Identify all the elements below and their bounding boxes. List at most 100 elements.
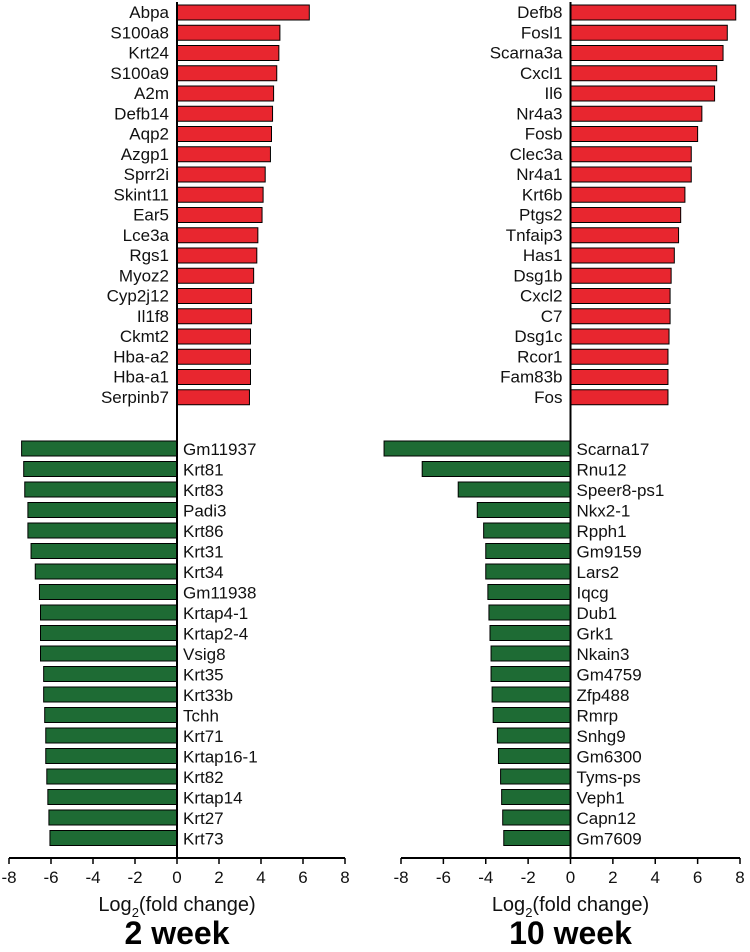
chart-panel-0: AbpaS100a8Krt24S100a9A2mDefb14Aqp2Azgp1S… xyxy=(1,2,350,951)
gene-label-down: Krt86 xyxy=(183,522,224,541)
gene-label-up: Cxcl2 xyxy=(520,287,563,306)
x-tick-label: -4 xyxy=(85,868,100,887)
gene-label-up: Serpinb7 xyxy=(101,388,169,407)
gene-label-up: Defb8 xyxy=(517,3,562,22)
bar-up xyxy=(570,247,675,264)
gene-label-down: Dub1 xyxy=(577,604,618,623)
bar-down xyxy=(45,727,178,744)
gene-label-down: Gm9159 xyxy=(577,543,642,562)
gene-label-up: Ckmt2 xyxy=(120,327,169,346)
bar-down xyxy=(21,440,178,457)
bar-down xyxy=(34,563,178,580)
gene-label-down: Krt82 xyxy=(183,768,224,787)
bar-down xyxy=(457,481,571,498)
gene-label-up: Il6 xyxy=(545,84,563,103)
bar-down xyxy=(491,686,572,703)
x-tick-label: -4 xyxy=(478,868,493,887)
x-axis-label: Log2(fold change) xyxy=(492,894,649,920)
gene-label-down: Vsig8 xyxy=(183,645,226,664)
x-tick-label: -6 xyxy=(436,868,451,887)
x-tick-label: 2 xyxy=(214,868,223,887)
gene-label-down: Lars2 xyxy=(577,563,620,582)
gene-label-up: Myoz2 xyxy=(119,266,169,285)
bar-up xyxy=(570,389,669,406)
bar-down xyxy=(476,502,571,518)
gene-label-down: Speer8-ps1 xyxy=(577,481,665,500)
bar-down xyxy=(487,584,571,600)
gene-label-up: Cxcl1 xyxy=(520,64,563,83)
panel-title: 10 week xyxy=(509,915,632,951)
x-tick-label: 8 xyxy=(340,868,349,887)
bar-down xyxy=(44,707,178,723)
bar-up xyxy=(176,369,251,385)
bar-down xyxy=(45,748,178,764)
x-tick-label: 6 xyxy=(693,868,702,887)
gene-label-up: S100a9 xyxy=(110,64,169,83)
x-tick-label: -8 xyxy=(393,868,408,887)
bar-down xyxy=(40,645,178,662)
bar-down xyxy=(497,748,571,764)
x-tick-label: 4 xyxy=(256,868,265,887)
gene-label-up: Scarna3a xyxy=(490,44,563,63)
x-axis-label-main: Log xyxy=(492,894,525,916)
bar-down xyxy=(502,809,572,826)
bar-up xyxy=(176,24,281,41)
x-tick-label: -2 xyxy=(521,868,536,887)
bar-up xyxy=(570,105,703,122)
gene-label-down: Krtap16-1 xyxy=(183,748,258,767)
gene-label-down: Nkx2-1 xyxy=(577,502,631,521)
gene-label-down: Krt83 xyxy=(183,481,224,500)
bar-up xyxy=(570,166,692,183)
gene-label-down: Rnu12 xyxy=(577,461,627,480)
bar-down xyxy=(47,789,178,805)
gene-label-up: Fam83b xyxy=(500,368,562,387)
bar-down xyxy=(485,543,571,559)
gene-label-up: Clec3a xyxy=(510,145,563,164)
bar-up xyxy=(570,4,737,21)
gene-label-down: Gm7609 xyxy=(577,830,642,849)
gene-label-down: Krt71 xyxy=(183,727,224,746)
bar-up xyxy=(570,146,692,163)
gene-label-up: Ear5 xyxy=(133,206,169,225)
gene-label-up: Sprr2i xyxy=(124,165,169,184)
bar-up xyxy=(176,288,253,304)
gene-label-up: Nr4a1 xyxy=(516,165,562,184)
bar-down xyxy=(40,604,178,621)
gene-label-up: Krt6b xyxy=(522,185,563,204)
gene-label-up: Krt24 xyxy=(128,44,169,63)
gene-label-up: S100a8 xyxy=(110,23,169,42)
bar-down xyxy=(489,625,571,641)
bar-up xyxy=(176,348,251,365)
gene-label-down: Veph1 xyxy=(577,789,625,808)
bar-down xyxy=(27,502,178,518)
bar-up xyxy=(176,65,278,82)
gene-label-down: Krtap2-4 xyxy=(183,625,248,644)
bar-down xyxy=(383,440,571,457)
x-axis-label-rest: (fold change) xyxy=(139,894,256,916)
bar-down xyxy=(43,666,178,682)
bar-down xyxy=(501,789,571,805)
bar-up xyxy=(570,348,669,365)
bar-up xyxy=(176,146,271,163)
gene-label-up: A2m xyxy=(134,84,169,103)
gene-label-up: Defb14 xyxy=(114,104,169,123)
gene-label-down: Snhg9 xyxy=(577,727,626,746)
bar-down xyxy=(23,461,178,477)
panel-title: 2 week xyxy=(125,915,230,951)
bar-up xyxy=(176,186,264,203)
bar-up xyxy=(176,105,274,122)
gene-label-up: Nr4a3 xyxy=(516,104,562,123)
bar-down xyxy=(40,625,178,641)
x-tick-label: -6 xyxy=(43,868,58,887)
bar-up xyxy=(570,45,724,61)
gene-label-up: Fos xyxy=(534,388,562,407)
gene-label-down: Krt33b xyxy=(183,686,233,705)
bar-down xyxy=(496,727,572,744)
gene-label-up: Cyp2j12 xyxy=(107,287,169,306)
x-tick-label: 2 xyxy=(608,868,617,887)
bar-down xyxy=(24,481,178,498)
gene-label-down: Krt35 xyxy=(183,666,224,685)
bar-up xyxy=(176,4,310,21)
gene-label-down: Krtap4-1 xyxy=(183,604,248,623)
